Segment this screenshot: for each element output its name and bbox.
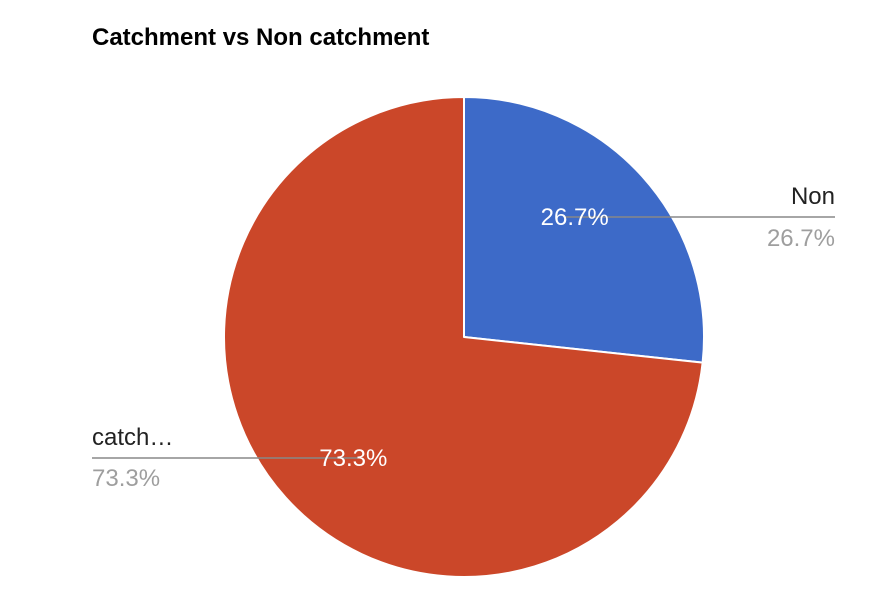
legend-name-1: Non — [791, 183, 835, 210]
legend-value-1: 26.7% — [767, 225, 835, 252]
chart-title: Catchment vs Non catchment — [92, 24, 430, 51]
legend-value-2: 73.3% — [92, 465, 160, 492]
pie-slice-2[interactable] — [223, 96, 704, 578]
slice-percent-label-1: 26.7% — [541, 204, 609, 231]
legend-name-2: catch… — [92, 424, 173, 451]
pie-slice-1[interactable] — [463, 96, 705, 364]
slice-percent-label-2: 73.3% — [319, 445, 387, 472]
